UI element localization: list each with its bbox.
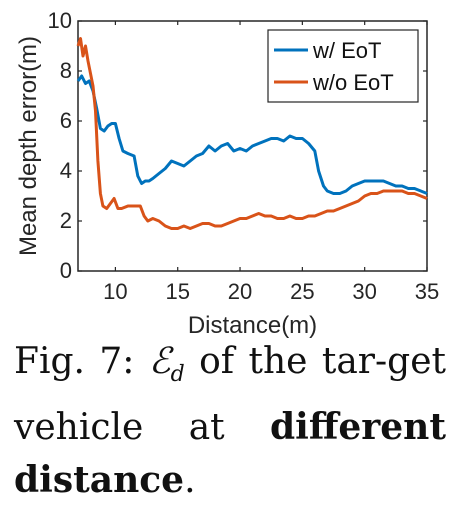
tick-labels: 10 15 20 25 30 35 0 2 4 6 8 10 <box>48 8 440 304</box>
caption-text: of the tar-get vehicle at <box>14 341 446 449</box>
x-tick-label: 30 <box>352 279 376 304</box>
plot-frame <box>77 20 428 272</box>
line-chart: 10 15 20 25 30 35 0 2 4 6 8 10 w/ EoT w/o EoT Distan… <box>15 8 440 339</box>
caption-period: . <box>184 460 196 502</box>
x-tick-label: 20 <box>228 279 252 304</box>
axes <box>77 20 428 272</box>
legend: w/ EoT w/o EoT <box>267 29 419 103</box>
figure-caption: Fig. 7: ℰd of the tar-get vehicle at dif… <box>14 336 446 507</box>
y-tick-label: 6 <box>60 108 72 133</box>
series-line-with-eot <box>76 74 428 195</box>
series-lines <box>76 37 428 230</box>
x-tick-label: 25 <box>290 279 314 304</box>
y-tick-label: 0 <box>60 258 72 283</box>
y-tick-label: 8 <box>60 58 72 83</box>
series-line-without-eot <box>76 37 428 230</box>
caption-label: Fig. 7: <box>14 341 135 382</box>
y-tick-label: 10 <box>48 8 72 33</box>
x-tick-label: 10 <box>103 279 127 304</box>
x-tick-label: 15 <box>165 279 189 304</box>
x-tick-label: 35 <box>415 279 439 304</box>
caption-symbol: ℰd <box>148 341 185 388</box>
legend-label: w/o EoT <box>312 70 394 95</box>
x-axis-label: Distance(m) <box>188 312 317 339</box>
legend-label: w/ EoT <box>312 38 381 63</box>
legend-box <box>267 29 419 103</box>
caption-bold-text: different distance <box>14 406 446 502</box>
y-tick-label: 4 <box>60 158 72 183</box>
y-axis-label: Mean depth error(m) <box>15 36 42 256</box>
y-tick-label: 2 <box>60 208 72 233</box>
